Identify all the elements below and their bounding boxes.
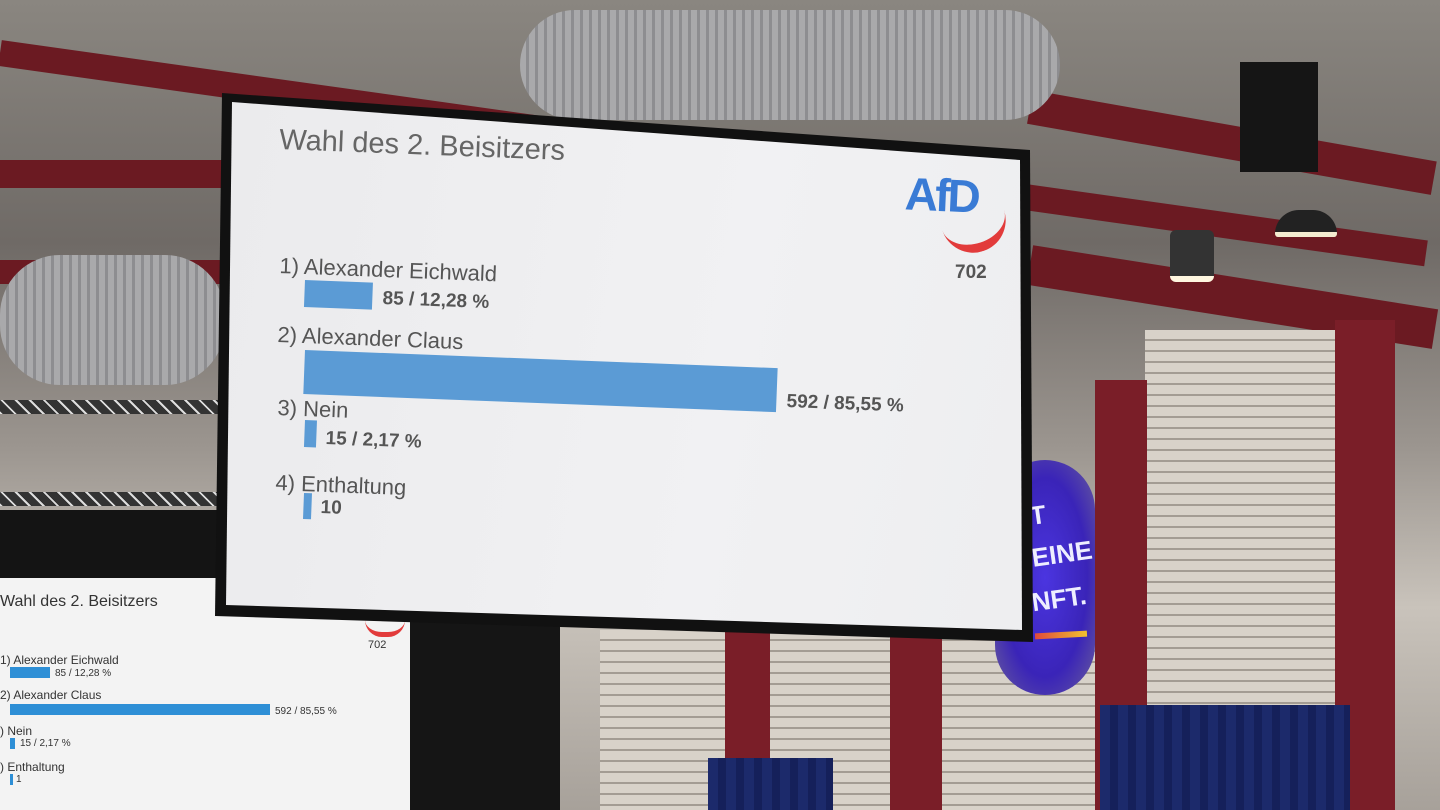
curtain (1100, 705, 1350, 810)
screen-stand (410, 620, 560, 810)
afd-swoosh-icon (365, 620, 405, 637)
side-value: 1 (16, 774, 22, 785)
afd-logo: AfD (903, 167, 979, 223)
result-value: 592 / 85,55 % (786, 391, 905, 417)
ceiling-beam (1027, 90, 1437, 195)
side-title: Wahl des 2. Beisitzers (0, 593, 158, 610)
option-label: 4) Enthaltung (275, 470, 407, 501)
result-bar (303, 280, 373, 310)
pillar (890, 630, 942, 810)
curtain (708, 758, 833, 810)
side-total: 702 (368, 639, 387, 651)
result-bar (303, 420, 317, 448)
result-bar (303, 493, 312, 520)
ceiling-lamp (1170, 230, 1214, 282)
side-bar (10, 738, 15, 749)
speaker (1240, 62, 1318, 172)
ceiling-beam (0, 160, 240, 188)
side-label: ) Enthaltung (0, 760, 65, 774)
hall-wall (1145, 330, 1345, 710)
side-bar (10, 774, 13, 785)
side-value: 85 / 12,28 % (55, 668, 112, 679)
lighting-truss (0, 400, 222, 414)
stage-dark (0, 510, 220, 580)
side-bar (10, 667, 50, 678)
result-value: 10 (320, 497, 343, 519)
side-value: 592 / 85,55 % (275, 706, 337, 717)
result-value: 15 / 2,17 % (325, 428, 423, 453)
result-value: 85 / 12,28 % (382, 288, 490, 314)
lighting-truss (0, 492, 220, 506)
side-label: 2) Alexander Claus (0, 688, 102, 702)
ceiling-lamp (1275, 210, 1337, 237)
air-duct (520, 10, 1060, 120)
total-count: 702 (955, 262, 987, 283)
side-label: ) Nein (0, 724, 33, 738)
air-duct (0, 255, 225, 385)
side-label: 1) Alexander Eichwald (0, 653, 119, 667)
side-bar (10, 704, 270, 715)
side-value: 15 / 2,17 % (20, 738, 71, 749)
